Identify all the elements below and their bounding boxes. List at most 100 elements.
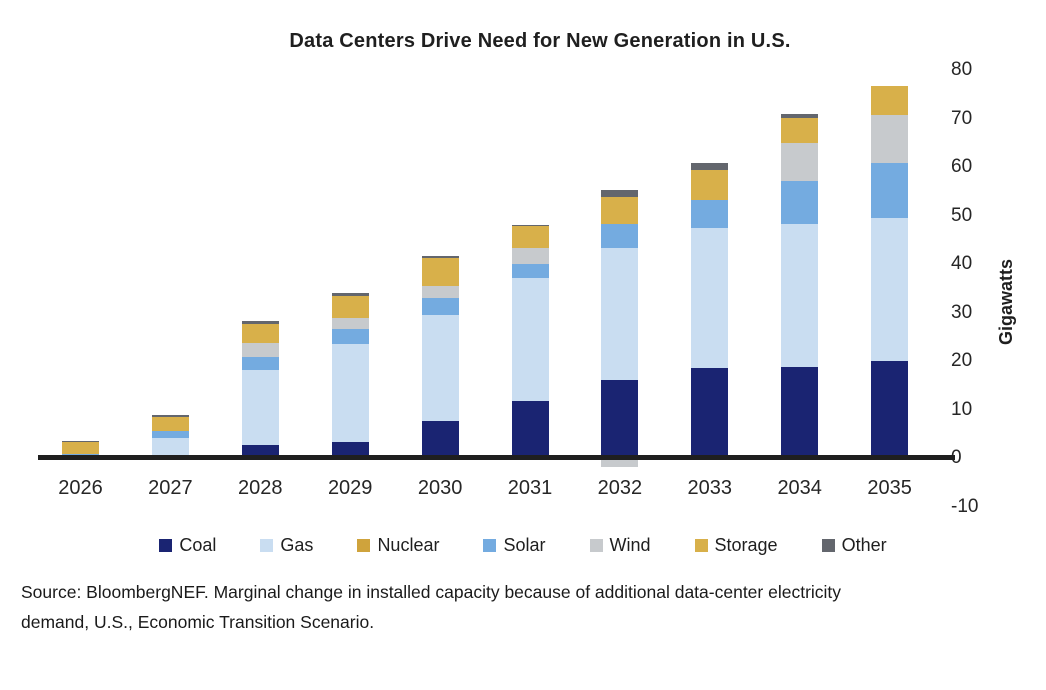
bar-segment-solar-2027	[151, 430, 189, 439]
legend-swatch-solar	[483, 539, 497, 552]
bar-segment-other-2028	[241, 320, 279, 324]
bar-segment-storage-2027	[151, 417, 189, 431]
legend-label-other: Other	[841, 535, 887, 555]
bar-segment-wind-2034	[781, 142, 819, 182]
bar-segment-other-2032	[601, 189, 639, 197]
x-tick-label-2034: 2034	[777, 477, 822, 499]
bar-segment-coal-2034	[781, 366, 819, 458]
x-axis-line	[38, 455, 955, 460]
legend-label-storage: Storage	[714, 535, 778, 555]
x-tick-label-2026: 2026	[58, 477, 103, 499]
legend-item-wind: Wind	[589, 535, 651, 556]
bar-segment-other-2033	[691, 163, 729, 170]
bar-segment-gas-2027	[151, 438, 189, 456]
bar-segment-solar-2030	[421, 298, 459, 315]
legend-label-wind: Wind	[609, 535, 651, 555]
legend-item-solar: Solar	[483, 535, 546, 556]
legend-item-storage: Storage	[694, 535, 778, 556]
legend-swatch-coal	[159, 539, 173, 552]
bar-segment-gas-2029	[331, 344, 369, 442]
bar-segment-storage-2026	[62, 442, 99, 454]
bar-segment-coal-2033	[691, 368, 729, 458]
bar-segment-wind-2035	[871, 114, 909, 164]
legend: Coal Gas Nuclear Solar Wind Storage Other	[0, 535, 1046, 556]
bar-segment-storage-2033	[691, 169, 729, 200]
legend-swatch-wind	[589, 539, 603, 552]
bar-segment-gas-2028	[241, 369, 279, 445]
y-axis-title: Gigawatts	[996, 258, 1016, 346]
bar-segment-solar-2032	[601, 224, 639, 249]
bar-segment-other-2027	[151, 415, 189, 418]
x-tick-label-2029: 2029	[327, 477, 373, 499]
y-tick-label-10: 10	[951, 398, 973, 420]
legend-label-gas: Gas	[280, 535, 314, 555]
y-tick-label-50: 50	[951, 204, 973, 226]
y-tick-label-0: 0	[951, 447, 962, 468]
bar-segment-coal-2035	[871, 361, 909, 458]
bar-segment-gas-2033	[691, 228, 729, 369]
bar-segment-gas-2031	[511, 277, 549, 401]
bar-segment-storage-2028	[241, 323, 279, 344]
legend-item-gas: Gas	[260, 535, 313, 556]
bar-segment-other-2034	[781, 114, 819, 118]
bar-segment-coal-2032	[601, 379, 639, 458]
bar-segment-storage-2032	[601, 196, 639, 225]
bar-segment-coal-2030	[421, 421, 459, 458]
bar-segment-other-2029	[331, 293, 369, 297]
bar-segment-other-2030	[421, 255, 459, 259]
legend-item-coal: Coal	[159, 535, 216, 556]
source-note-line-2: demand, U.S., Economic Transition Scenar…	[21, 612, 375, 632]
source-note-line-1: Source: BloombergNEF. Marginal change in…	[21, 582, 842, 602]
legend-label-nuclear: Nuclear	[377, 535, 440, 555]
x-tick-label-2031: 2031	[507, 477, 553, 499]
bar-segment-gas-2034	[781, 224, 819, 367]
y-tick-label-40: 40	[951, 253, 973, 274]
bar-segment-solar-2031	[511, 264, 549, 278]
bar-segment-solar-2034	[781, 181, 819, 225]
bar-segment-wind-2029	[331, 318, 369, 329]
y-tick-label--10: -10	[951, 495, 979, 517]
legend-swatch-other	[821, 539, 835, 552]
bar-segment-wind-2032	[601, 458, 639, 467]
bar-segment-wind-2031	[511, 247, 549, 264]
bar-segment-gas-2032	[601, 248, 639, 380]
y-tick-label-30: 30	[951, 301, 973, 323]
bar-segment-storage-2029	[331, 296, 369, 319]
bar-segment-coal-2031	[511, 400, 549, 458]
x-tick-label-2033: 2033	[687, 477, 733, 499]
x-tick-label-2028: 2028	[238, 477, 283, 499]
legend-swatch-storage	[694, 539, 708, 552]
bar-segment-wind-2030	[421, 285, 459, 299]
bar-segment-coal-2029	[331, 441, 369, 458]
legend-swatch-gas	[260, 539, 274, 552]
x-tick-label-2035: 2035	[867, 477, 912, 499]
bar-segment-storage-2035	[871, 86, 909, 115]
y-tick-label-60: 60	[951, 156, 973, 177]
legend-item-other: Other	[821, 535, 887, 556]
bar-segment-storage-2034	[781, 117, 819, 143]
bar-segment-coal-2028	[241, 444, 279, 458]
bar-segment-gas-2035	[871, 217, 909, 361]
bar-segment-solar-2026	[62, 453, 99, 455]
y-tick-label-70: 70	[951, 107, 973, 129]
x-tick-label-2030: 2030	[417, 477, 463, 499]
legend-swatch-nuclear	[357, 539, 371, 552]
bar-segment-solar-2028	[241, 357, 279, 370]
bar-segment-storage-2031	[511, 226, 549, 248]
bar-segment-solar-2033	[691, 199, 729, 229]
x-tick-label-2032: 2032	[597, 477, 643, 499]
bar-segment-storage-2030	[421, 258, 459, 286]
bar-segment-gas-2030	[421, 314, 459, 422]
legend-item-nuclear: Nuclear	[357, 535, 439, 556]
bar-segment-wind-2028	[241, 343, 279, 358]
bar-segment-solar-2029	[331, 328, 369, 345]
legend-label-solar: Solar	[503, 535, 546, 555]
legend-label-coal: Coal	[179, 535, 217, 555]
y-tick-label-80: 80	[951, 59, 973, 80]
y-tick-label-20: 20	[951, 350, 973, 371]
chart-title: Data Centers Drive Need for New Generati…	[289, 30, 791, 52]
bar-segment-other-2031	[511, 225, 549, 227]
bar-segment-solar-2035	[871, 163, 909, 218]
